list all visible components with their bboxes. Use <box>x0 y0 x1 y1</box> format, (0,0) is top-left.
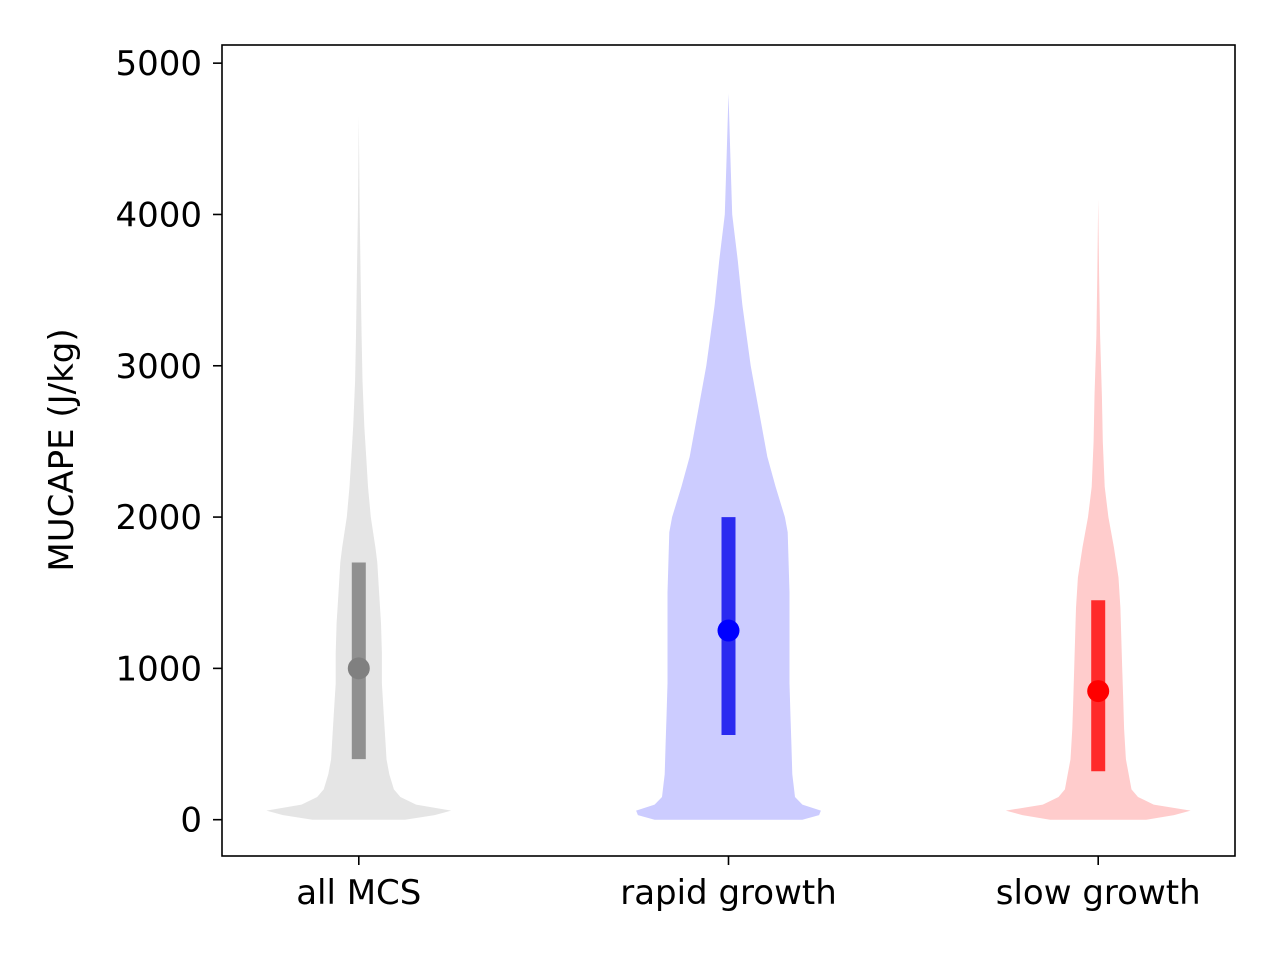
violin-body-slow-growth <box>1005 199 1191 820</box>
y-axis-label: MUCAPE (J/kg) <box>42 328 82 571</box>
x-tick-label: all MCS <box>296 873 421 913</box>
y-tick-label: 0 <box>180 801 202 841</box>
y-tick-label: 4000 <box>115 195 202 235</box>
median-marker-rapid-growth <box>717 619 740 642</box>
y-tick-label: 3000 <box>115 347 202 387</box>
x-tick-label: slow growth <box>996 873 1201 913</box>
median-marker-slow-growth <box>1087 680 1110 703</box>
y-tick-label: 2000 <box>115 498 202 538</box>
violin-body-all-mcs <box>266 116 452 820</box>
violins-layer <box>266 93 1191 820</box>
x-tick-label: rapid growth <box>620 873 837 913</box>
violin-body-rapid-growth <box>636 93 821 820</box>
median-marker-all-mcs <box>347 657 370 680</box>
y-tick-label: 1000 <box>115 649 202 689</box>
y-tick-label: 5000 <box>115 44 202 84</box>
y-axis: 0 1000 2000 3000 4000 5000 <box>115 44 222 841</box>
x-axis: all MCS rapid growth slow growth <box>296 856 1201 913</box>
